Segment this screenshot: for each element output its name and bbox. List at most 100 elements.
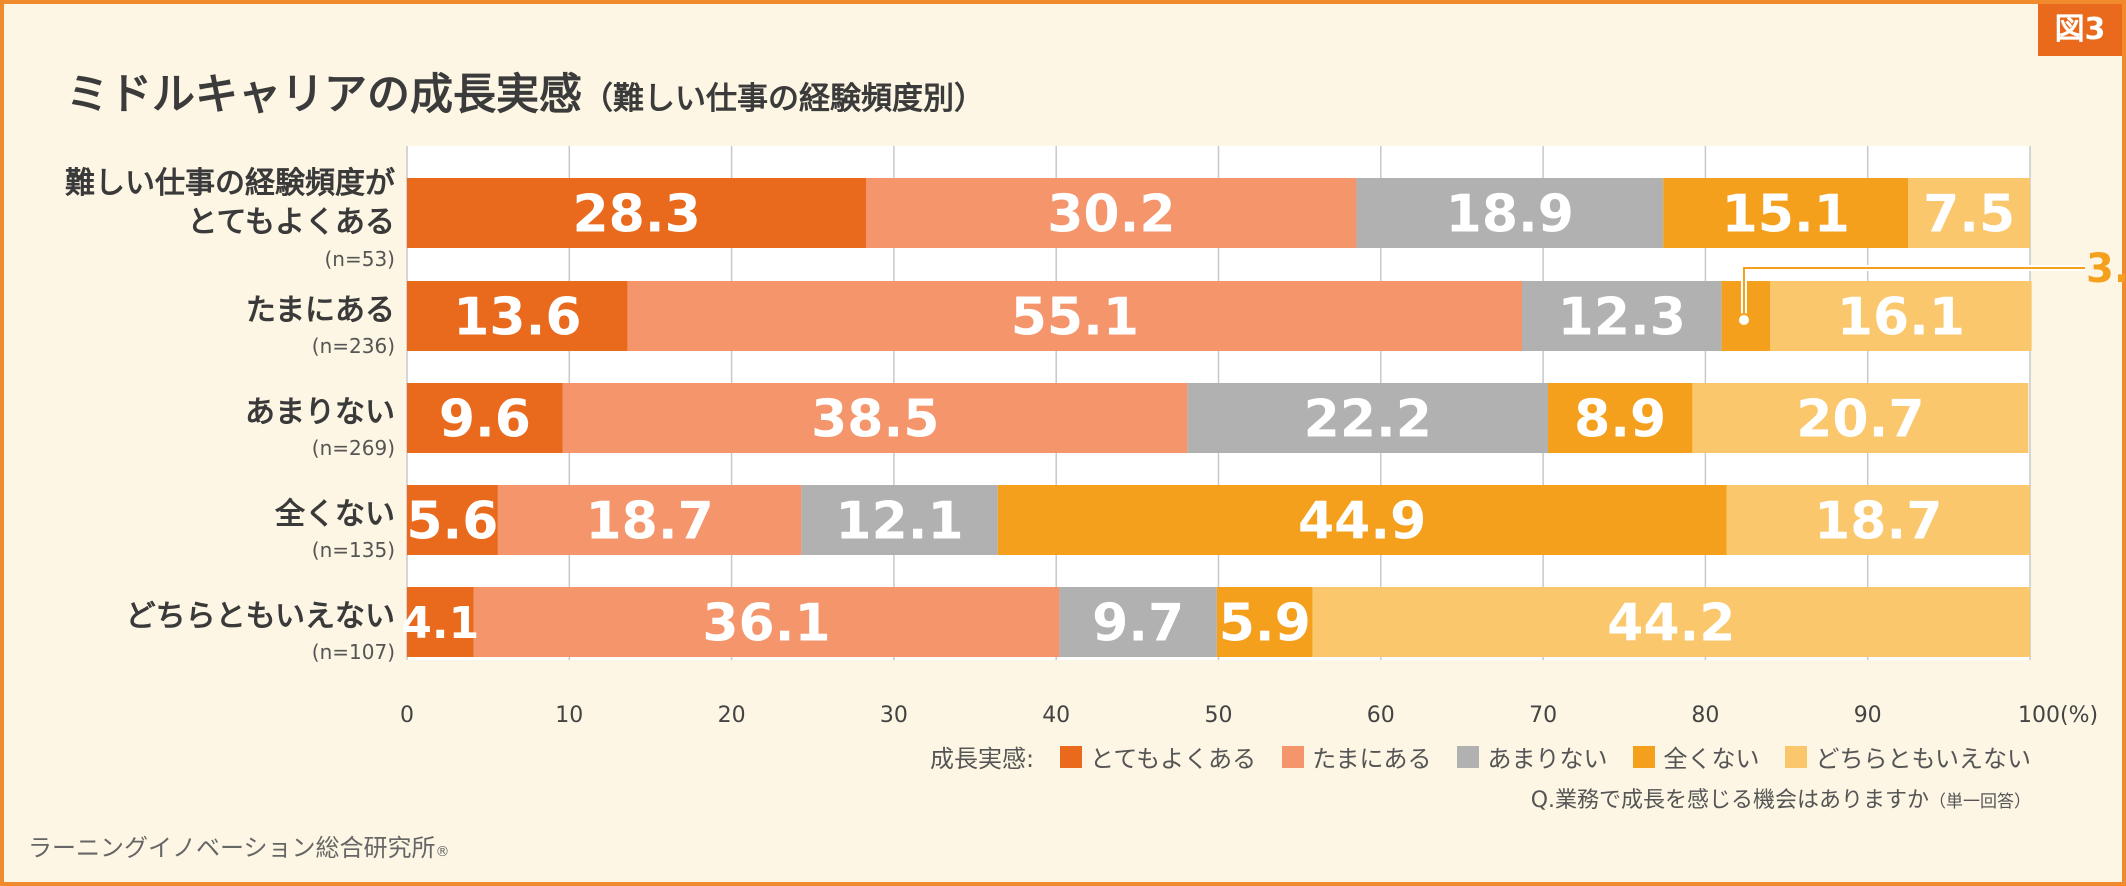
bar-segment — [1663, 178, 1909, 248]
x-tick-label: 90 — [1854, 703, 1882, 728]
data-label: 44.9 — [1298, 492, 1426, 552]
category-n: (n=107) — [312, 640, 395, 664]
source-brand: ラーニングイノベーション総合研究所® — [28, 828, 450, 863]
bar-segment — [407, 485, 498, 555]
data-label: 20.7 — [1796, 390, 1924, 450]
category-label: とてもよくある — [187, 205, 395, 240]
data-label: 12.1 — [835, 492, 963, 552]
question-text: Q.業務で成長を感じる機会はありますか — [1530, 788, 1929, 813]
data-label: 22.2 — [1304, 390, 1432, 450]
bar-segment — [801, 485, 998, 555]
bar-segment — [1522, 281, 1722, 351]
x-tick-label: 20 — [718, 703, 746, 728]
data-label: 5.9 — [1219, 594, 1311, 654]
data-label: 8.9 — [1574, 390, 1666, 450]
callout-line — [1742, 267, 2085, 320]
legend-item-amari: あまりない — [1457, 739, 1607, 774]
chart-subtitle: （難しい仕事の経験頻度別） — [582, 81, 985, 117]
legend-label: とてもよくある — [1090, 745, 1257, 773]
bar-segment — [407, 383, 563, 453]
x-tick-label: 10 — [555, 703, 583, 728]
brand-name: ラーニングイノベーション総合研究所 — [28, 834, 436, 862]
bar-segment — [1770, 281, 2032, 351]
data-label: 4.1 — [401, 598, 479, 649]
x-tick-label: 100(%) — [2018, 703, 2098, 728]
legend-label: どちらともいえない — [1815, 745, 2031, 773]
data-label: 9.6 — [439, 390, 531, 450]
category-n: (n=269) — [312, 436, 395, 460]
category-label: たまにある — [246, 293, 395, 328]
data-label: 12.3 — [1558, 288, 1686, 348]
x-tick-label: 60 — [1367, 703, 1395, 728]
figure-number-badge: 図3 — [2038, 4, 2122, 56]
bar-segment — [407, 178, 867, 248]
survey-question: Q.業務で成長を感じる機会はありますか（単一回答） — [1531, 782, 2031, 814]
data-label: 18.9 — [1446, 185, 1574, 245]
x-tick-label: 40 — [1042, 703, 1070, 728]
x-tick-label: 30 — [880, 703, 908, 728]
bar-segment — [866, 178, 1357, 248]
data-label: 7.5 — [1923, 185, 2015, 245]
data-label: 13.6 — [453, 288, 581, 348]
category-label: 難しい仕事の経験頻度が — [65, 166, 395, 201]
bar-segment — [497, 485, 802, 555]
data-label: 28.3 — [572, 185, 700, 245]
x-tick-label: 50 — [1205, 703, 1233, 728]
question-note: （単一回答） — [1929, 792, 2031, 812]
legend-prefix: 成長実感: — [930, 745, 1035, 773]
x-tick-label: 0 — [400, 703, 414, 728]
bar-segment — [562, 383, 1188, 453]
legend-item-tamani: たまにある — [1282, 739, 1431, 774]
bar-segment — [1726, 485, 2030, 555]
x-tick-label: 70 — [1529, 703, 1557, 728]
legend-swatch — [1457, 745, 1480, 768]
legend-label: たまにある — [1312, 745, 1432, 773]
bar-segment — [1547, 383, 1693, 453]
callout-dot — [1736, 313, 1751, 327]
data-label: 36.1 — [702, 594, 830, 654]
legend-item-dochira: どちらともいえない — [1785, 739, 2031, 774]
legend-item-totemo: とてもよくある — [1060, 739, 1256, 774]
bar-segment — [1312, 587, 2030, 657]
category-label: どちらともいえない — [126, 599, 395, 634]
data-label: 30.2 — [1047, 185, 1175, 245]
legend-swatch — [1633, 745, 1656, 768]
bar-segment — [1356, 178, 1664, 248]
legend-swatch — [1282, 745, 1305, 768]
bar-segment — [1216, 587, 1313, 657]
data-label: 55.1 — [1011, 288, 1139, 348]
legend-swatch — [1785, 745, 1808, 768]
category-label: 全くない — [274, 497, 395, 532]
registered-mark: ® — [435, 844, 450, 860]
data-label: 38.5 — [811, 390, 939, 450]
bar-segment — [997, 485, 1727, 555]
callout-label: 3.0 — [2086, 246, 2126, 292]
category-label: あまりない — [245, 395, 395, 430]
bar-segment — [473, 587, 1060, 657]
category-n: (n=53) — [325, 247, 396, 271]
legend-swatch — [1060, 745, 1083, 768]
category-n: (n=236) — [312, 334, 395, 358]
bar-segment — [1908, 178, 2030, 248]
bar-segment — [1692, 383, 2029, 453]
chart-title: ミドルキャリアの成長実感 — [66, 70, 582, 120]
data-label: 5.6 — [406, 492, 498, 552]
legend-label: 全くない — [1663, 745, 1760, 773]
bar-segment — [627, 281, 1523, 351]
bar-segment — [407, 587, 474, 657]
data-label: 18.7 — [585, 492, 713, 552]
data-label: 16.1 — [1837, 288, 1965, 348]
legend-label: あまりない — [1487, 745, 1608, 773]
legend-item-mattaku: 全くない — [1633, 739, 1759, 774]
legend: 成長実感: とてもよくある たまにある あまりない 全くない どちらともいえない — [930, 739, 2031, 774]
x-tick-label: 80 — [1691, 703, 1719, 728]
bar-segment — [1059, 587, 1217, 657]
data-label: 44.2 — [1607, 594, 1735, 654]
data-label: 15.1 — [1722, 185, 1850, 245]
data-label: 9.7 — [1092, 594, 1184, 654]
chart-title-block: ミドルキャリアの成長実感（難しい仕事の経験頻度別） — [66, 60, 985, 122]
data-label: 18.7 — [1814, 492, 1942, 552]
bar-segment — [1187, 383, 1548, 453]
category-n: (n=135) — [312, 538, 395, 562]
